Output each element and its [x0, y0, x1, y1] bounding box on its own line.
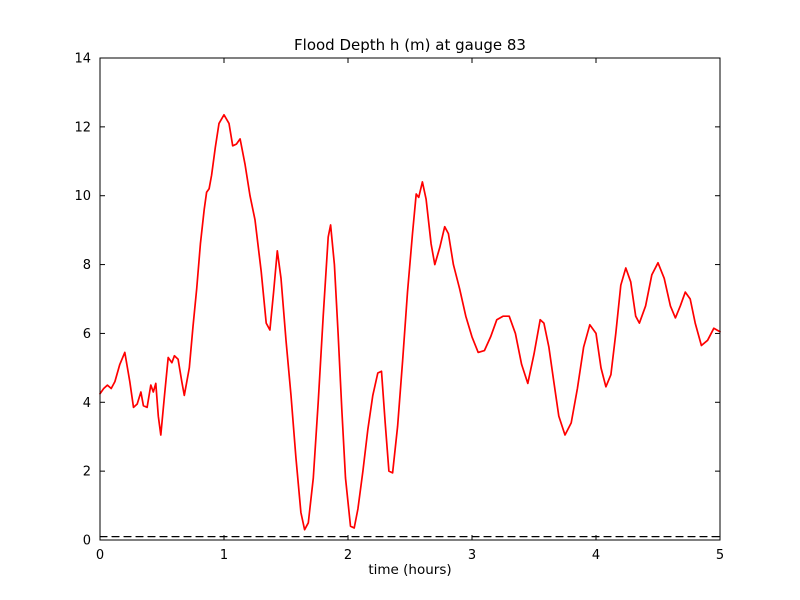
y-tick-label: 8 — [83, 258, 91, 273]
series-flood-depth — [99, 113, 721, 531]
y-tick-label: 6 — [83, 327, 91, 342]
y-tick-label: 14 — [74, 52, 91, 67]
x-tick-label: 3 — [468, 548, 476, 563]
y-tick-label: 4 — [83, 396, 91, 411]
y-tick-label: 10 — [74, 189, 91, 204]
x-tick-label: 4 — [592, 548, 600, 563]
y-tick-label: 12 — [74, 120, 91, 135]
x-axis-label: time (hours) — [368, 562, 452, 578]
chart-title: Flood Depth h (m) at gauge 83 — [294, 36, 526, 54]
x-tick-label: 0 — [96, 548, 104, 563]
axes-frame — [99, 57, 721, 541]
x-tick-label: 5 — [716, 548, 724, 563]
x-tick-label: 2 — [344, 548, 352, 563]
y-tick-label: 0 — [83, 534, 91, 549]
x-tick-label: 1 — [220, 548, 228, 563]
y-tick-label: 2 — [83, 465, 91, 480]
